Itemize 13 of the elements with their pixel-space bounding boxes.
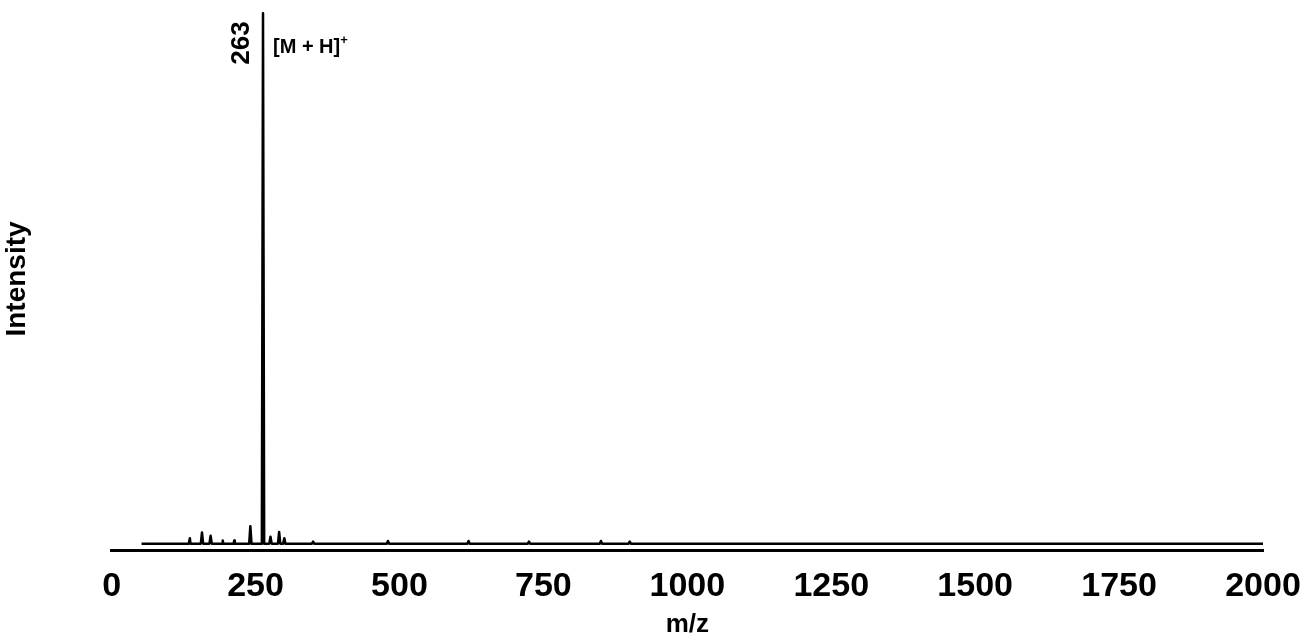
x-tick-label: 250 xyxy=(227,564,284,603)
x-axis-title: m/z xyxy=(665,607,709,638)
x-tick-label: 500 xyxy=(371,564,428,603)
x-tick-label: 1750 xyxy=(1081,564,1157,603)
y-axis-title: Intensity xyxy=(0,221,31,337)
x-tick-label: 0 xyxy=(102,564,122,603)
x-tick-label: 750 xyxy=(515,564,572,603)
annotation: 263 xyxy=(225,21,256,65)
x-tick-label: 1250 xyxy=(793,564,870,603)
annotation: [M + H]+ xyxy=(273,32,349,58)
x-tick-label: 1500 xyxy=(937,564,1013,603)
x-tick-label: 1000 xyxy=(649,564,726,603)
x-tick-label: 2000 xyxy=(1225,564,1301,603)
